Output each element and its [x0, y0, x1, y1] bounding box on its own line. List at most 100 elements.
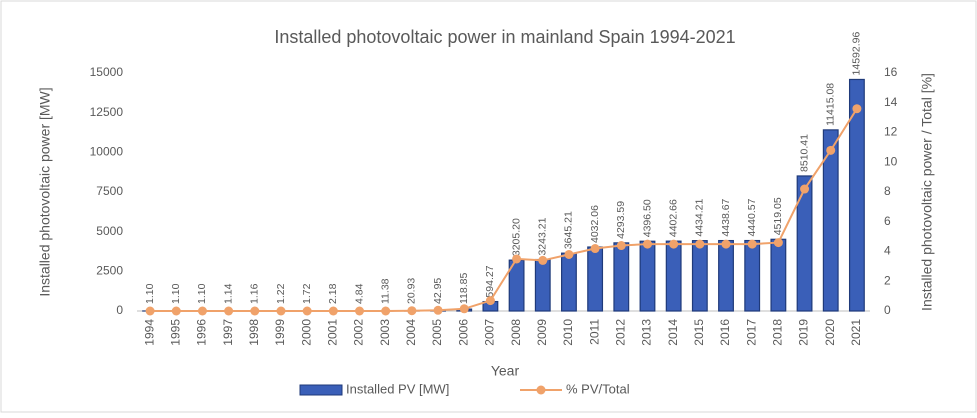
line-marker [852, 104, 861, 113]
line-marker [748, 240, 757, 249]
line-marker [669, 240, 678, 249]
line-marker [800, 185, 809, 194]
x-tick-label: 2017 [744, 319, 758, 346]
data-label: 2.18 [327, 283, 339, 304]
data-label: 4440.57 [746, 198, 758, 236]
line-marker [250, 307, 259, 316]
y2-tick-label: 4 [884, 244, 891, 258]
x-tick-label: 2000 [299, 319, 313, 346]
bar [562, 253, 577, 311]
line-marker [172, 307, 181, 316]
data-label: 4.84 [353, 283, 365, 304]
line-marker [276, 307, 285, 316]
x-tick-label: 2015 [692, 319, 706, 346]
data-label: 20.93 [406, 278, 418, 304]
y-tick-label: 0 [116, 303, 123, 317]
line-marker [329, 307, 338, 316]
x-tick-label: 1999 [273, 319, 287, 346]
line-marker [722, 240, 731, 249]
line-marker [381, 307, 390, 316]
line-marker [355, 307, 364, 316]
x-tick-label: 2021 [849, 319, 863, 346]
data-label: 1.72 [301, 283, 313, 304]
y-tick-label: 10000 [90, 145, 124, 159]
line-marker [198, 307, 207, 316]
data-label: 1.22 [275, 283, 287, 304]
x-tick-label: 2014 [666, 319, 680, 346]
x-tick-label: 2010 [561, 319, 575, 346]
line-marker [486, 296, 495, 305]
data-label: 1.16 [249, 283, 261, 304]
data-label: 4032.06 [589, 205, 601, 243]
line-marker [434, 306, 443, 315]
x-tick-label: 2009 [535, 319, 549, 346]
bar [588, 247, 603, 311]
y-tick-label: 12500 [90, 105, 124, 119]
data-label: 4434.21 [694, 199, 706, 237]
legend-label: Installed PV [MW] [346, 381, 449, 396]
x-tick-label: 2008 [509, 319, 523, 346]
line-marker [407, 306, 416, 315]
data-label: 1.10 [196, 283, 208, 304]
line-marker [146, 307, 155, 316]
line-marker [826, 146, 835, 155]
line-marker [564, 250, 573, 259]
x-tick-label: 2018 [771, 319, 785, 346]
data-label: 4293.59 [615, 201, 627, 239]
x-tick-label: 2016 [718, 319, 732, 346]
line-marker [695, 240, 704, 249]
y2-tick-label: 10 [884, 154, 898, 168]
x-tick-label: 2006 [456, 319, 470, 346]
y-tick-label: 5000 [96, 224, 123, 238]
x-tick-label: 2019 [797, 319, 811, 346]
x-tick-label: 1995 [168, 319, 182, 346]
data-label: 11.38 [379, 278, 391, 304]
line-marker [224, 307, 233, 316]
line-marker [643, 240, 652, 249]
bar [719, 241, 734, 311]
y2-tick-label: 12 [884, 125, 898, 139]
bar [797, 176, 812, 311]
x-tick-label: 1994 [142, 319, 156, 346]
data-label: 4402.66 [667, 199, 679, 237]
y-tick-label: 2500 [96, 264, 123, 278]
x-tick-label: 2007 [483, 319, 497, 346]
line-marker [460, 304, 469, 313]
y-axis-label: Installed photovoltaic power [MW] [37, 87, 53, 296]
legend-swatch [537, 386, 546, 395]
x-tick-label: 2013 [640, 319, 654, 346]
x-tick-label: 2003 [378, 319, 392, 346]
data-label: 118.85 [458, 273, 470, 304]
data-label: 8510.41 [798, 134, 810, 172]
bar [850, 79, 865, 311]
y2-tick-label: 16 [884, 65, 898, 79]
data-label: 3243.21 [537, 217, 549, 255]
y2-tick-label: 2 [884, 273, 891, 287]
y2-tick-label: 6 [884, 214, 891, 228]
y2-tick-label: 0 [884, 303, 891, 317]
bar [535, 260, 550, 311]
x-tick-label: 1997 [221, 319, 235, 346]
x-tick-label: 2012 [613, 319, 627, 346]
data-label: 42.95 [432, 278, 444, 304]
data-label: 4519.05 [772, 197, 784, 235]
data-label: 1.10 [144, 283, 156, 304]
y2-tick-label: 14 [884, 95, 898, 109]
x-tick-label: 1998 [247, 319, 261, 346]
bar [614, 243, 629, 311]
data-label: 11415.08 [825, 83, 837, 126]
x-tick-label: 2002 [352, 319, 366, 346]
line-marker [538, 256, 547, 265]
legend-swatch [300, 385, 342, 395]
data-label: 1.14 [222, 283, 234, 304]
bar [693, 241, 708, 311]
x-tick-label: 2004 [404, 319, 418, 346]
data-label: 4438.67 [720, 198, 732, 236]
line-marker [617, 241, 626, 250]
x-tick-label: 2005 [430, 319, 444, 346]
line-marker [303, 307, 312, 316]
x-axis-label: Year [491, 363, 520, 379]
x-tick-label: 1996 [195, 319, 209, 346]
chart-title: Installed photovoltaic power in mainland… [274, 27, 735, 47]
